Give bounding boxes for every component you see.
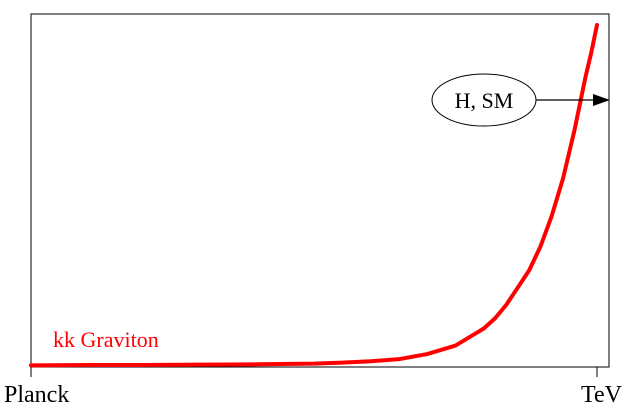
plot-frame — [30, 13, 610, 368]
series-line-0 — [29, 23, 599, 368]
x-tick-label-tev: TeV — [581, 382, 623, 408]
x-tick-label-planck: Planck — [4, 382, 69, 408]
series-label-kk-graviton: kk Graviton — [53, 327, 159, 352]
annotation-hsm: H, SM — [431, 73, 610, 127]
annotation-label: H, SM — [455, 88, 514, 113]
series-group — [29, 23, 599, 368]
annotation-arrow-head — [593, 94, 610, 106]
